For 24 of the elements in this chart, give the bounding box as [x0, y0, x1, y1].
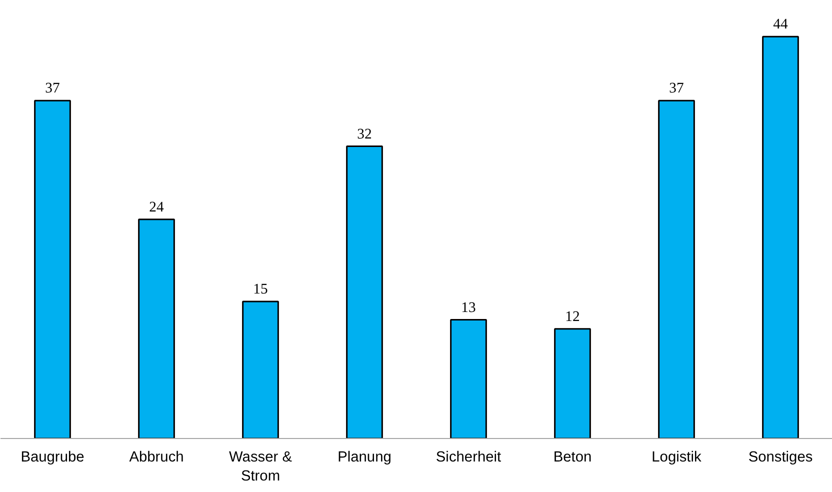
data-label: 12	[565, 308, 580, 325]
bar	[242, 300, 279, 438]
data-label: 44	[773, 16, 788, 33]
bar	[34, 100, 71, 438]
x-tick-label: Planung	[338, 450, 392, 466]
x-tick-label: Baugrube	[20, 450, 84, 466]
data-label: 15	[253, 282, 268, 298]
data-label: 37	[669, 80, 684, 97]
x-tick-label: Logistik	[652, 450, 702, 466]
data-label: 37	[45, 80, 60, 97]
x-tick-label: Sicherheit	[436, 450, 502, 466]
data-label: 32	[357, 126, 372, 142]
x-tick-label: Sonstiges	[748, 450, 813, 466]
x-tick-label: Beton	[553, 450, 592, 466]
bar	[658, 100, 695, 438]
bar	[762, 36, 799, 438]
data-label: 24	[149, 199, 164, 216]
data-label: 13	[461, 300, 476, 316]
bar	[346, 146, 383, 438]
bar	[554, 328, 591, 438]
x-tick-label: Abbruch	[129, 450, 184, 466]
bar	[138, 218, 175, 438]
x-tick-label: Wasser & Strom	[229, 450, 292, 485]
bar	[450, 319, 487, 438]
